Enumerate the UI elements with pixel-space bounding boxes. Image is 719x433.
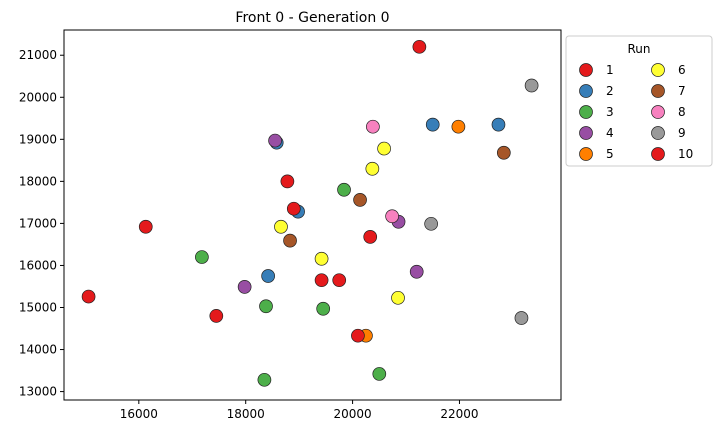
- data-point-run-10: [332, 273, 347, 288]
- legend-label-run-7: 7: [678, 84, 686, 98]
- data-point-run-3: [259, 299, 273, 314]
- legend-marker-run-10: [651, 147, 665, 161]
- legend-label-run-10: 10: [678, 147, 693, 161]
- data-point-run-9: [524, 78, 539, 93]
- y-tick-label: 17000: [19, 216, 57, 230]
- legend-label-run-2: 2: [606, 84, 614, 98]
- data-point-run-9: [514, 311, 529, 325]
- data-point-run-10: [363, 230, 378, 244]
- data-point-run-8: [385, 209, 399, 224]
- legend-label-run-4: 4: [606, 126, 614, 140]
- legend-marker-run-1: [579, 63, 593, 77]
- legend-marker-run-2: [579, 84, 593, 98]
- legend-marker-run-8: [651, 105, 665, 119]
- y-tick-label: 19000: [19, 132, 57, 146]
- data-point-run-6: [365, 161, 380, 176]
- legend-marker-run-6: [651, 63, 665, 77]
- y-tick-label: 20000: [19, 90, 57, 104]
- data-point-run-1: [209, 309, 224, 323]
- legend-label-run-9: 9: [678, 126, 686, 140]
- y-tick-label: 14000: [19, 343, 57, 357]
- plot-area: 16000 18000 20000 22000 13000 14000 15000 16000…: [19, 29, 562, 421]
- data-point-run-3: [195, 250, 209, 264]
- legend: Run 1 2 3 4 5 6 7 8 9 10: [565, 35, 713, 167]
- data-point-run-3: [257, 372, 272, 387]
- x-tick-label: 18000: [227, 407, 265, 421]
- y-tick-label: 15000: [19, 301, 57, 315]
- legend-label-run-1: 1: [606, 63, 614, 77]
- axes-frame: [63, 29, 562, 401]
- data-point-run-4: [268, 133, 282, 148]
- chart-title: Front 0 - Generation 0: [235, 10, 389, 26]
- x-tick-label: 16000: [120, 407, 158, 421]
- data-point-run-7: [353, 193, 367, 207]
- data-point-run-9: [424, 216, 438, 231]
- legend-title: Run: [627, 42, 650, 56]
- data-point-run-5: [451, 119, 466, 134]
- legend-label-run-6: 6: [678, 63, 686, 77]
- legend-label-run-3: 3: [606, 105, 614, 119]
- legend-marker-run-3: [579, 105, 593, 119]
- data-point-run-2: [261, 269, 275, 283]
- data-point-run-4: [409, 264, 424, 279]
- legend-marker-run-7: [651, 84, 665, 98]
- legend-label-run-5: 5: [606, 147, 614, 161]
- y-tick-label: 13000: [19, 385, 57, 399]
- data-point-run-4: [237, 280, 252, 294]
- data-point-run-3: [316, 301, 331, 316]
- data-point-run-6: [274, 219, 288, 234]
- y-tick-label: 16000: [19, 258, 57, 272]
- data-point-run-10: [314, 273, 329, 288]
- x-tick-label: 22000: [440, 407, 478, 421]
- data-point-run-7: [283, 233, 297, 248]
- data-point-run-6: [314, 251, 329, 266]
- data-point-run-10: [138, 219, 153, 234]
- data-point-run-6: [377, 141, 391, 156]
- y-tick-label: 21000: [19, 48, 57, 62]
- legend-marker-run-5: [579, 147, 593, 161]
- data-point-run-8: [366, 119, 380, 134]
- legend-box: [565, 35, 713, 167]
- legend-marker-run-9: [651, 126, 665, 140]
- x-tick-label: 20000: [333, 407, 371, 421]
- data-point-run-3: [372, 367, 387, 381]
- data-point-run-1: [81, 289, 96, 304]
- data-point-run-2: [491, 117, 506, 132]
- data-point-run-1: [412, 39, 427, 54]
- data-point-run-10: [280, 174, 295, 189]
- data-point-run-10: [286, 201, 301, 216]
- data-point-run-10: [351, 328, 365, 343]
- data-point-run-3: [337, 182, 351, 197]
- legend-marker-run-4: [579, 126, 593, 140]
- data-point-run-2: [425, 117, 440, 132]
- legend-label-run-8: 8: [678, 105, 686, 119]
- data-point-run-6: [391, 290, 405, 305]
- y-tick-label: 18000: [19, 174, 57, 188]
- data-point-run-7: [496, 145, 511, 160]
